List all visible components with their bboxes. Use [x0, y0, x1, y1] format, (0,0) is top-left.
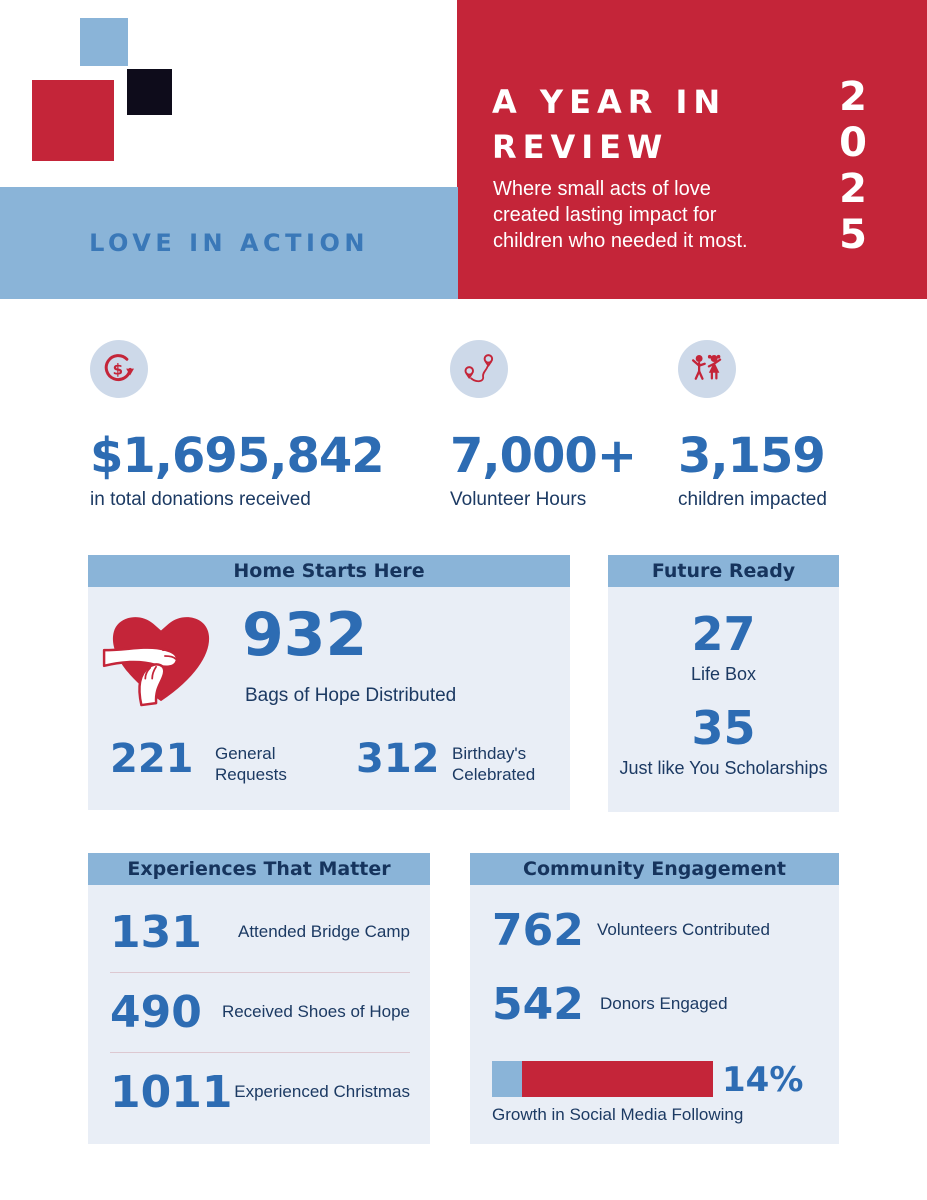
svg-text:$: $ [113, 360, 123, 378]
divider [110, 1052, 410, 1053]
divider [110, 972, 410, 973]
scholarships-value: 35 [691, 701, 756, 755]
bags-of-hope-value: 932 [242, 600, 368, 670]
bridge-camp-label: Attended Bridge Camp [238, 922, 410, 941]
shoes-of-hope-label: Received Shoes of Hope [221, 1002, 410, 1021]
shoes-of-hope-value: 490 [110, 987, 202, 1038]
card-home-title: Home Starts Here [88, 555, 570, 587]
heart-hug-icon [102, 605, 220, 714]
logo-blue-square [80, 18, 128, 66]
brand-title: LOVE IN ACTION [89, 229, 369, 257]
birthdays-celebrated-value: 312 [356, 736, 440, 782]
year-digit: 0 [839, 120, 867, 166]
donations-label: in total donations received [90, 489, 311, 510]
hero-subtitle-line1: Where small acts of love [493, 178, 711, 200]
volunteer-hours-value: 7,000+ [450, 428, 637, 484]
logo-black-square [127, 69, 172, 115]
heart-hug-icon [102, 617, 210, 707]
donors-engaged-label: Donors Engaged [600, 994, 728, 1013]
hero-subtitle-line2: created lasting impact for [493, 204, 717, 226]
hero-subtitle-line3: children who needed it most. [493, 230, 748, 252]
social-growth-percent: 14% [722, 1060, 804, 1100]
volunteers-contributed-value: 762 [492, 905, 584, 956]
volunteer-route-icon [450, 340, 508, 398]
stat-volunteer-hours: 7,000+ Volunteer Hours [450, 340, 637, 511]
logo-red-square [32, 80, 114, 161]
progress-bar-track-segment [492, 1061, 522, 1097]
christmas-label: Experienced Christmas [234, 1082, 410, 1101]
hero-subtitle: Where small acts of love created lasting… [493, 176, 748, 254]
children-impacted-label: children impacted [678, 489, 827, 510]
general-requests-value: 221 [110, 736, 194, 782]
stat-donations: $ $1,695,842 in total donations received [90, 340, 385, 511]
hero-title-line1: A YEAR IN [492, 83, 727, 121]
life-box-value: 27 [691, 607, 756, 661]
volunteer-hours-label: Volunteer Hours [450, 489, 587, 510]
year-digit: 5 [839, 212, 867, 258]
bags-of-hope-label: Bags of Hope Distributed [245, 685, 457, 706]
year-digit: 2 [839, 166, 867, 212]
stat-children-impacted: 3,159 children impacted [678, 340, 827, 511]
hero-title: A YEAR IN REVIEW [492, 80, 726, 170]
volunteers-contributed-label: Volunteers Contributed [597, 920, 770, 939]
bridge-camp-value: 131 [110, 907, 202, 958]
donors-engaged-value: 542 [492, 979, 584, 1030]
card-future-ready: Future Ready 27 Life Box 35 Just like Yo… [608, 555, 839, 812]
life-box-label: Life Box [690, 664, 757, 684]
donation-circle-arrow-icon: $ [90, 340, 148, 398]
social-growth-label: Growth in Social Media Following [492, 1105, 744, 1124]
card-experiences-title: Experiences That Matter [88, 853, 430, 885]
card-future-title: Future Ready [608, 555, 839, 587]
general-requests-label: General Requests [215, 744, 287, 784]
card-community: Community Engagement 762 Volunteers Cont… [470, 853, 839, 1144]
year-digit: 2 [839, 74, 867, 120]
children-icon [692, 354, 722, 380]
card-community-title: Community Engagement [470, 853, 839, 885]
volunteer-route-icon [464, 354, 494, 383]
donations-value: $1,695,842 [90, 428, 385, 484]
progress-bar-fill-segment [522, 1061, 713, 1097]
social-growth-progress-bar [492, 1061, 713, 1097]
card-future-body: 27 Life Box 35 Just like You Scholarship… [608, 587, 839, 779]
card-experiences: Experiences That Matter 131 Attended Bri… [88, 853, 430, 1144]
hero-year: 2 0 2 5 [828, 74, 878, 258]
scholarships-label: Just like You Scholarships [619, 758, 828, 778]
children-icon [678, 340, 736, 398]
children-impacted-value: 3,159 [678, 428, 826, 484]
card-home-starts-here: Home Starts Here 932 Bags of Hope Distri… [88, 555, 570, 810]
brand-banner: LOVE IN ACTION [0, 187, 458, 299]
hero-panel: A YEAR IN REVIEW Where small acts of lov… [457, 0, 927, 299]
hero-title-line2: REVIEW [492, 128, 669, 166]
christmas-value: 1011 [110, 1067, 233, 1118]
birthdays-celebrated-label: Birthday's Celebrated [452, 744, 536, 784]
donation-circle-arrow-icon: $ [104, 354, 134, 382]
